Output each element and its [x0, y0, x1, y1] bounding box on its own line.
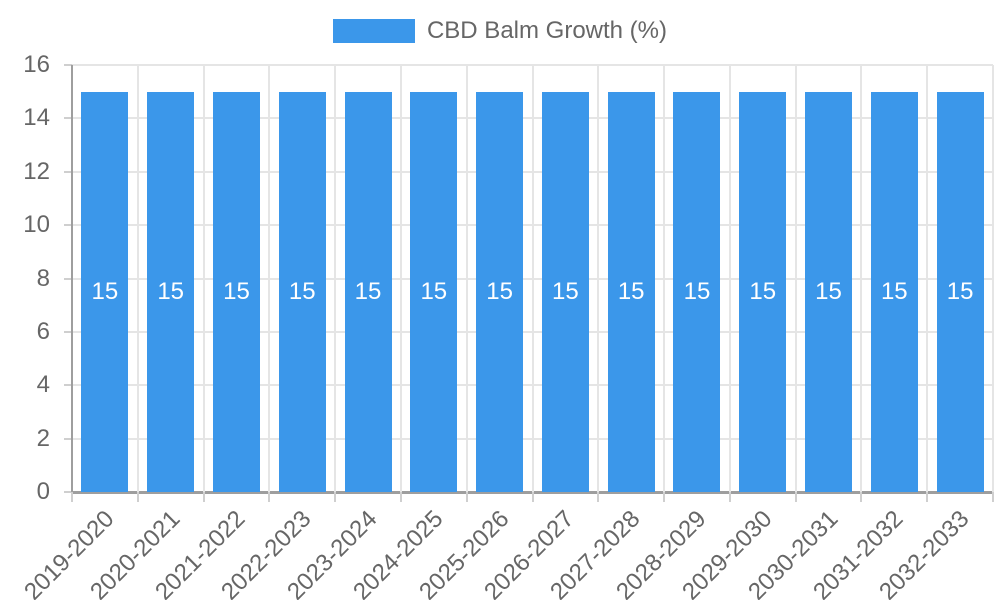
y-axis-line: [71, 65, 73, 492]
bar-value-label: 15: [946, 277, 974, 305]
x-tick-mark: [794, 492, 797, 502]
bar[interactable]: 15: [81, 91, 129, 492]
y-tick-mark: [64, 384, 72, 387]
y-tick-label: 6: [36, 317, 50, 345]
x-tick-mark: [860, 492, 863, 502]
x-tick-mark: [926, 492, 929, 502]
v-gridline: [663, 65, 666, 492]
x-tick-mark: [136, 492, 139, 502]
bar[interactable]: 15: [278, 91, 326, 492]
v-gridline: [268, 65, 271, 492]
bar-value-label: 15: [354, 277, 382, 305]
bar[interactable]: 15: [607, 91, 655, 492]
x-tick-mark: [728, 492, 731, 502]
v-gridline: [399, 65, 402, 492]
bar-value-label: 15: [223, 277, 250, 305]
bar[interactable]: 15: [410, 91, 458, 492]
v-gridline: [202, 65, 205, 492]
v-gridline: [794, 65, 797, 492]
bar-value-label: 15: [420, 277, 448, 305]
y-tick-mark: [64, 437, 72, 440]
y-tick-mark: [64, 224, 72, 227]
x-tick-mark: [597, 492, 600, 502]
bar-value-label: 15: [749, 277, 777, 305]
y-tick-mark: [64, 277, 72, 280]
y-tick-label: 0: [36, 478, 50, 505]
y-tick-label: 4: [36, 371, 50, 399]
bar-value-label: 15: [552, 277, 579, 305]
bar[interactable]: 15: [739, 91, 787, 492]
bar-value-label: 15: [617, 277, 645, 305]
x-tick-mark: [268, 492, 271, 502]
v-gridline: [992, 65, 994, 492]
bar-value-label: 15: [288, 277, 316, 305]
v-gridline: [597, 65, 600, 492]
bar-value-label: 15: [91, 277, 119, 305]
bar[interactable]: 15: [344, 91, 392, 492]
chart-legend[interactable]: CBD Balm Growth (%): [0, 17, 1000, 45]
bar-value-label: 15: [683, 277, 711, 305]
x-tick-mark: [71, 492, 73, 502]
v-gridline: [531, 65, 534, 492]
v-gridline: [926, 65, 929, 492]
y-tick-mark: [64, 64, 72, 66]
x-tick-mark: [399, 492, 402, 502]
bar[interactable]: 15: [673, 91, 721, 492]
legend-label: CBD Balm Growth (%): [426, 17, 668, 44]
bar-value-label: 15: [157, 277, 185, 305]
x-tick-mark: [465, 492, 468, 502]
y-tick-label: 2: [36, 424, 50, 452]
v-gridline: [860, 65, 863, 492]
legend-swatch-icon: [332, 19, 415, 43]
bar-value-label: 15: [815, 277, 842, 305]
v-gridline: [334, 65, 337, 492]
bar[interactable]: 15: [476, 91, 524, 492]
bar[interactable]: 15: [147, 91, 195, 492]
x-tick-mark: [202, 492, 205, 502]
bar[interactable]: 15: [870, 91, 918, 492]
bar-value-label: 15: [486, 277, 513, 305]
x-tick-mark: [531, 492, 534, 502]
x-tick-mark: [992, 492, 994, 502]
y-tick-mark: [64, 491, 72, 493]
y-tick-label: 8: [36, 264, 50, 292]
bar[interactable]: 15: [936, 91, 984, 492]
bar-value-label: 15: [880, 277, 908, 305]
y-tick-label: 16: [23, 51, 50, 78]
x-tick-mark: [334, 492, 337, 502]
y-tick-mark: [64, 117, 72, 120]
bar[interactable]: 15: [541, 91, 589, 492]
v-gridline: [728, 65, 731, 492]
y-tick-label: 14: [23, 104, 50, 132]
v-gridline: [465, 65, 468, 492]
x-tick-mark: [663, 492, 666, 502]
v-gridline: [136, 65, 139, 492]
y-tick-mark: [64, 170, 72, 173]
y-tick-label: 10: [23, 211, 50, 239]
y-tick-mark: [64, 330, 72, 333]
bar[interactable]: 15: [805, 91, 853, 492]
bar[interactable]: 15: [212, 91, 260, 492]
y-tick-label: 12: [23, 157, 50, 185]
